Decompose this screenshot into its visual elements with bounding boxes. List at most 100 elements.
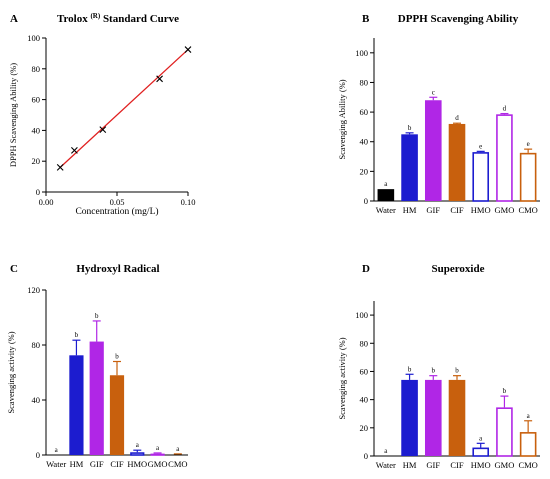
x-tick-label: HMO: [127, 459, 147, 469]
significance-letter: a: [136, 441, 140, 449]
bar-gmo: d: [496, 105, 513, 202]
bar: [130, 452, 145, 456]
data-point: [156, 75, 163, 83]
bar-cmo: a: [173, 445, 182, 455]
bar: [496, 114, 513, 202]
y-axis-label: Scavenging activity (%): [6, 331, 16, 413]
y-tick-label: 100: [27, 33, 40, 43]
y-tick-label: 0: [36, 450, 40, 460]
bar-gif: b: [89, 312, 104, 455]
bar-cmo: a: [519, 412, 537, 457]
x-tick-label: 0.10: [181, 197, 196, 207]
significance-letter: e: [527, 140, 530, 148]
y-tick-label: 0: [364, 451, 368, 461]
x-tick-label: CMO: [518, 460, 537, 470]
y-tick-label: 0: [36, 187, 40, 197]
panel-label: C: [10, 263, 18, 275]
bar: [89, 341, 104, 455]
bar-cif: d: [448, 114, 466, 201]
panel-label: A: [10, 13, 18, 25]
significance-letter: b: [432, 367, 436, 375]
bar: [109, 375, 125, 455]
significance-letter: b: [75, 331, 79, 339]
y-tick-label: 60: [32, 95, 41, 105]
y-tick-label: 100: [355, 310, 368, 320]
x-tick-label: GMO: [495, 205, 515, 215]
bar: [448, 379, 466, 456]
bar-hm: b: [69, 331, 84, 455]
y-tick-label: 40: [360, 395, 369, 405]
bar-cif: b: [109, 353, 125, 455]
data-point: [71, 147, 78, 154]
y-tick-label: 40: [360, 137, 369, 147]
x-tick-label: GMO: [148, 459, 168, 469]
bar: [424, 379, 442, 456]
y-tick-label: 80: [32, 340, 41, 350]
x-tick-label: CMO: [168, 459, 187, 469]
x-tick-label: HM: [70, 459, 84, 469]
data-point-stroke: [56, 163, 64, 171]
y-tick-label: 20: [360, 423, 369, 433]
chart-title-main: Trolox: [57, 13, 91, 25]
significance-letter: a: [384, 447, 388, 455]
significance-letter: a: [176, 445, 180, 453]
data-point-stroke: [71, 147, 78, 154]
y-tick-label: 100: [355, 48, 368, 58]
bar-gmo: a: [150, 444, 165, 456]
significance-letter: d: [503, 105, 507, 113]
bar-water: a: [55, 446, 59, 454]
bar-gmo: b: [496, 387, 513, 457]
y-tick-label: 20: [360, 166, 369, 176]
x-tick-label: CIF: [110, 459, 124, 469]
x-tick-label: GMO: [495, 460, 515, 470]
bar-water: a: [384, 447, 388, 455]
x-tick-label: HM: [403, 205, 417, 215]
bar-cif: b: [448, 367, 466, 456]
significance-letter: c: [432, 88, 435, 96]
bar: [519, 152, 537, 202]
bar-hm: b: [401, 124, 418, 201]
y-tick-label: 80: [32, 64, 41, 74]
significance-letter: d: [455, 114, 459, 122]
chart-title: Trolox (R) Standard Curve: [57, 12, 179, 25]
panel-label: B: [362, 13, 370, 25]
y-tick-label: 60: [360, 366, 369, 376]
y-tick-label: 60: [360, 107, 369, 117]
significance-letter: b: [115, 353, 119, 361]
data-point-stroke: [156, 75, 163, 83]
bar-hmo: e: [472, 142, 490, 202]
x-tick-label: Water: [376, 460, 396, 470]
x-tick-label: CIF: [450, 205, 464, 215]
data-point: [56, 163, 64, 171]
bar: [69, 355, 84, 455]
y-tick-label: 40: [32, 395, 41, 405]
significance-letter: a: [156, 444, 160, 452]
significance-letter: e: [479, 142, 482, 150]
bar-cmo: e: [519, 140, 537, 202]
bar-water: a: [377, 180, 395, 201]
bar: [424, 100, 442, 201]
bar-hm: b: [401, 365, 418, 456]
bar: [377, 189, 395, 201]
x-tick-label: Water: [46, 459, 66, 469]
chart-title: DPPH Scavenging Ability: [398, 13, 519, 25]
y-tick-label: 0: [364, 196, 368, 206]
chart-title-superscript: (R): [90, 12, 100, 20]
bar: [472, 447, 490, 457]
bar-hmo: a: [130, 441, 145, 456]
y-tick-label: 20: [32, 156, 41, 166]
y-axis-label: DPPH Scavenging Ability (%): [8, 63, 18, 167]
significance-letter: b: [408, 124, 412, 132]
data-point: [99, 126, 107, 134]
x-tick-label: GIF: [426, 460, 440, 470]
x-tick-label: GIF: [90, 459, 104, 469]
bar-gif: b: [424, 367, 442, 456]
y-tick-label: 120: [27, 285, 40, 295]
chart-title: Hydroxyl Radical: [76, 263, 159, 275]
x-axis-label: Concentration (mg/L): [75, 206, 158, 217]
y-axis-label: Scavenging Ability (%): [337, 79, 347, 159]
y-axis-label: Scavenging activity (%): [337, 337, 347, 419]
y-tick-label: 80: [360, 338, 369, 348]
panel-d: D Superoxide 0 20 40 60 80 100 Scavenging activi…: [337, 263, 540, 470]
panel-label: D: [362, 263, 370, 275]
